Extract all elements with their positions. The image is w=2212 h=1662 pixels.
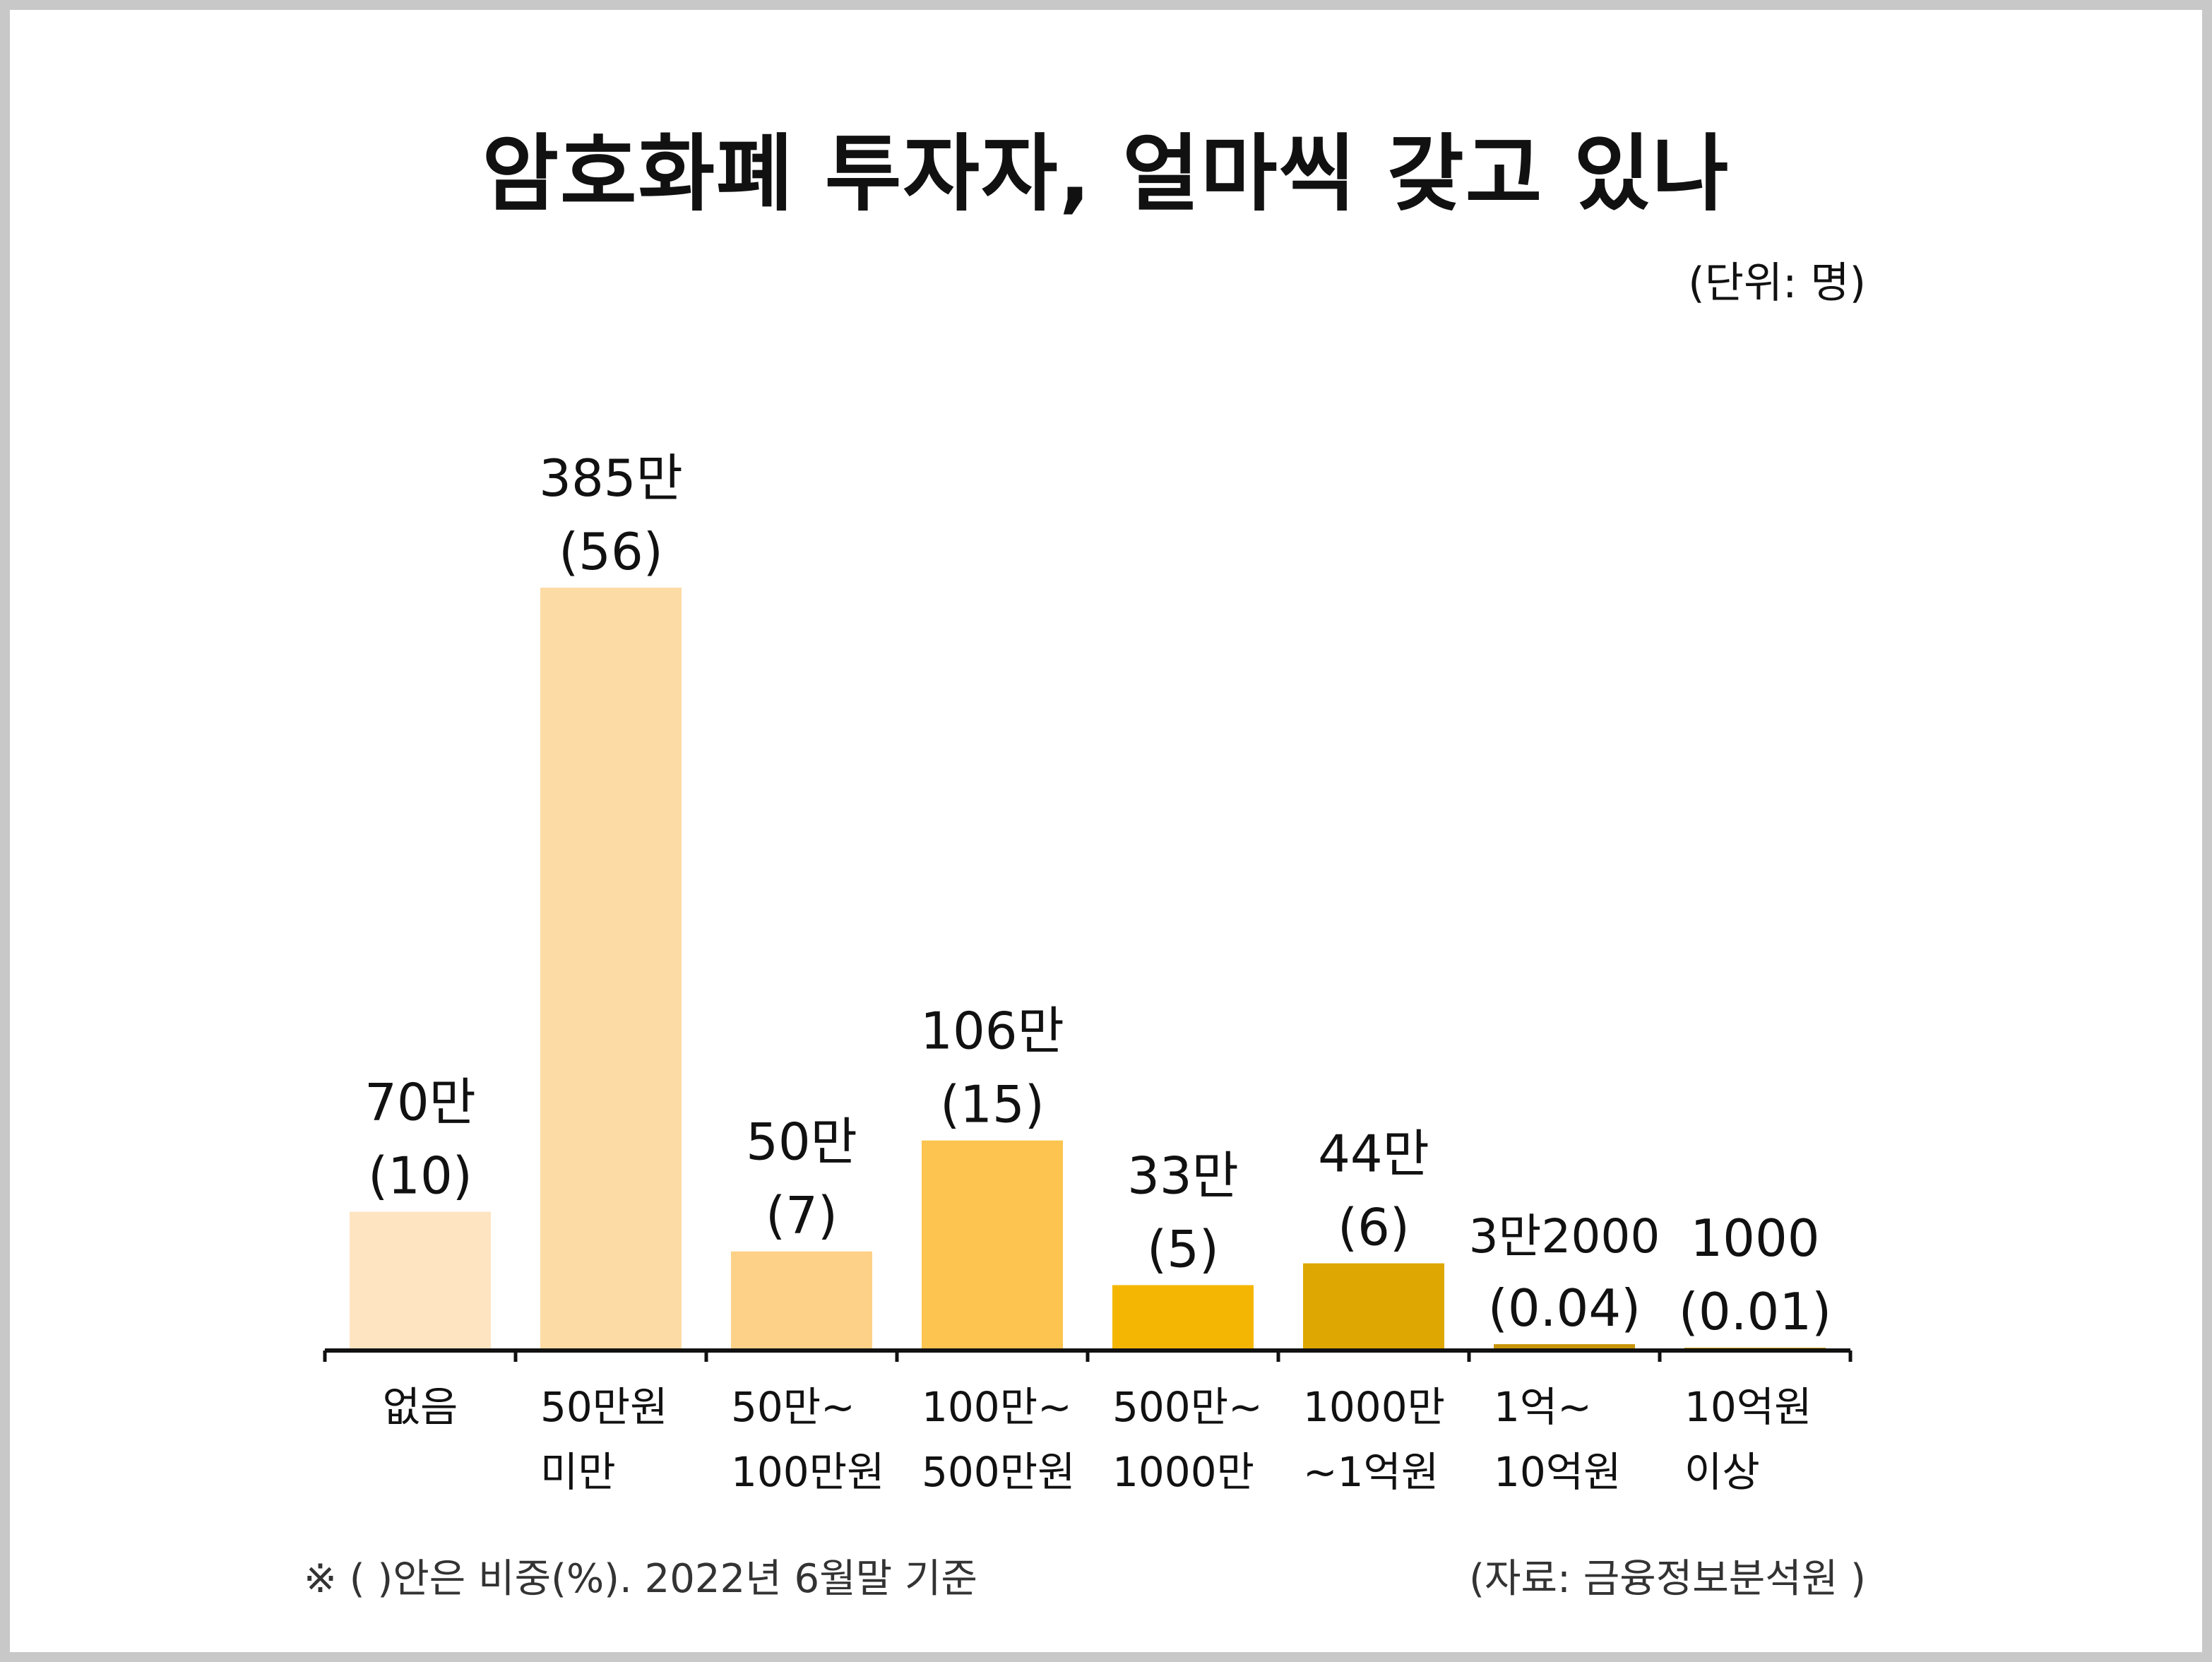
bar-share-label: (5) — [1147, 1219, 1219, 1278]
x-tick-label: 1000만 — [1112, 1448, 1254, 1496]
bar-value-label: 50만 — [746, 1112, 857, 1172]
x-tick-label: 500만원 — [922, 1448, 1075, 1496]
bar-value-label: 44만 — [1318, 1124, 1429, 1184]
bar-share-label: (6) — [1338, 1198, 1410, 1257]
bar — [1494, 1344, 1635, 1351]
bar-value-label: 70만 — [364, 1073, 476, 1132]
x-tick-label: 50만~ — [731, 1383, 855, 1431]
x-tick-label: 500만~ — [1112, 1383, 1263, 1431]
x-tick-label: 10억원 — [1494, 1448, 1622, 1496]
source-note: (자료: 금융정보분석원 ) — [1469, 1556, 1866, 1602]
bar — [540, 588, 682, 1351]
bar — [1303, 1263, 1444, 1351]
bar-share-label: (0.01) — [1679, 1282, 1832, 1341]
footnote: ※ ( )안은 비중(%). 2022년 6월말 기준 — [304, 1556, 977, 1602]
x-tick-label: 1억~ — [1494, 1383, 1592, 1431]
bar — [350, 1211, 491, 1351]
bar-value-label: 106만 — [920, 1002, 1064, 1061]
bar-share-label: (7) — [766, 1186, 838, 1245]
bar-value-label: 33만 — [1127, 1146, 1239, 1205]
bar — [1112, 1285, 1254, 1351]
x-tick-label: 10억원 — [1684, 1383, 1812, 1431]
chart-card — [10, 10, 2202, 1652]
bar-value-label: 3만2000 — [1469, 1209, 1660, 1264]
bar-share-label: (56) — [559, 522, 663, 581]
x-tick-label: 100만원 — [731, 1448, 884, 1496]
bar-value-label: 1000 — [1690, 1209, 1819, 1268]
x-tick-label: ~1억원 — [1303, 1448, 1439, 1496]
x-tick-label: 이상 — [1684, 1448, 1760, 1496]
x-tick-label: 1000만 — [1303, 1383, 1445, 1431]
chart-title: 암호화폐 투자자, 얼마씩 갖고 있나 — [482, 125, 1730, 222]
x-tick-label: 없음 — [383, 1383, 458, 1431]
x-tick-label: 미만 — [540, 1448, 616, 1496]
bar-share-label: (0.04) — [1488, 1278, 1641, 1338]
unit-label: (단위: 명) — [1688, 259, 1866, 308]
bar-share-label: (15) — [940, 1075, 1045, 1134]
x-tick-label: 100만~ — [922, 1383, 1072, 1431]
bar — [922, 1140, 1063, 1351]
x-tick-label: 50만원 — [540, 1383, 668, 1431]
bar-share-label: (10) — [368, 1146, 472, 1206]
bar — [731, 1251, 872, 1351]
bar-value-label: 385만 — [539, 449, 683, 508]
